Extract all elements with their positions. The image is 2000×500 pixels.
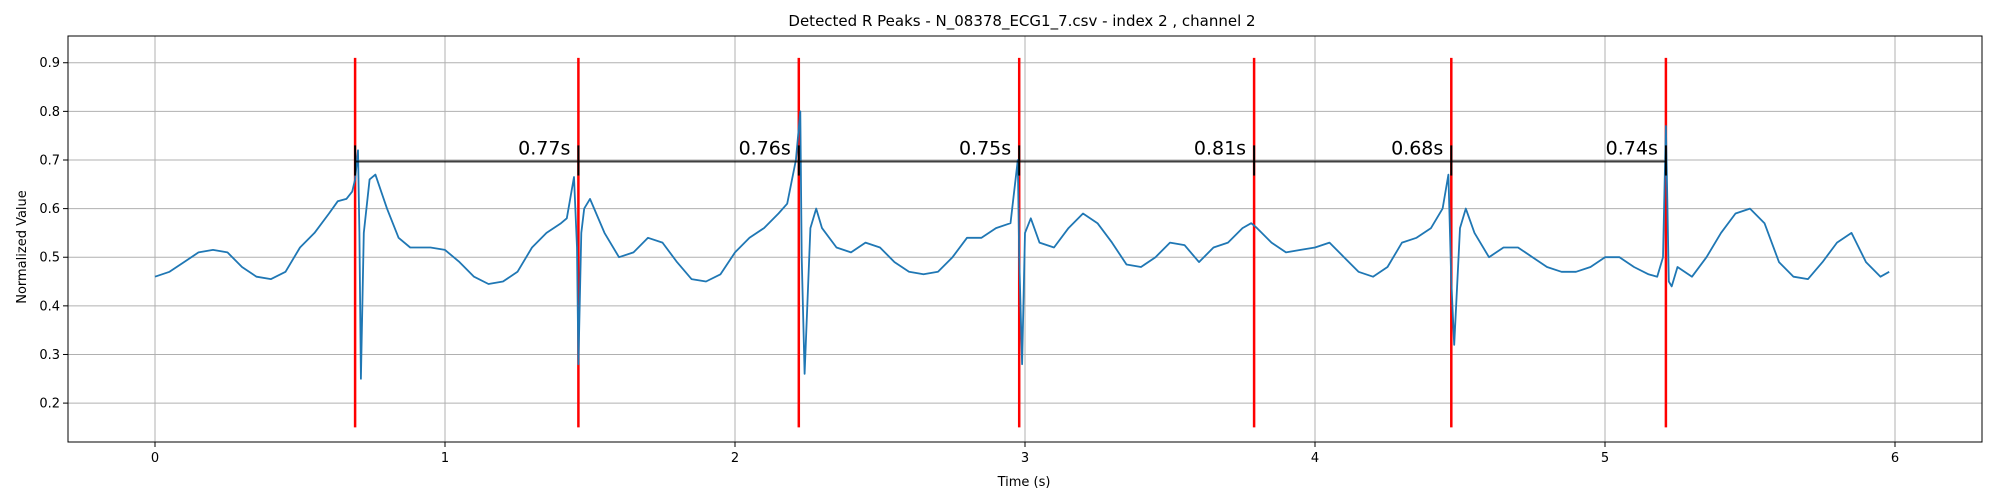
axis-ticks: 0 1 2 3 4 5 6 0.2 0.3 0.4 0.5 0.6 0.7 0.8 0.9 (39, 56, 1899, 466)
r-peak-markers (353, 57, 1668, 428)
rr-interval-label: 0.76s (739, 137, 791, 159)
y-tick-label: 0.8 (39, 105, 60, 120)
x-tick-label: 1 (441, 451, 449, 466)
y-tick-label: 0.6 (39, 202, 60, 217)
x-axis-title: Time (s) (997, 475, 1051, 490)
rr-interval-label: 0.77s (518, 137, 570, 159)
ecg-signal-line (154, 110, 1890, 380)
y-tick-label: 0.9 (39, 56, 60, 71)
rr-interval-label: 0.75s (959, 137, 1011, 159)
y-tick-label: 0.7 (39, 153, 60, 168)
y-tick-label: 0.2 (39, 397, 60, 412)
rr-interval-label: 0.74s (1606, 137, 1658, 159)
y-axis-title: Normalized Value (15, 190, 30, 304)
y-tick-label: 0.5 (39, 251, 60, 266)
x-tick-label: 0 (151, 451, 159, 466)
rr-interval-label: 0.81s (1194, 137, 1246, 159)
chart-title: Detected R Peaks - N_08378_ECG1_7.csv - … (788, 12, 1255, 31)
y-tick-label: 0.3 (39, 348, 60, 363)
x-tick-label: 4 (1311, 451, 1319, 466)
x-tick-label: 5 (1601, 451, 1609, 466)
rr-interval-label: 0.68s (1391, 137, 1443, 159)
y-tick-label: 0.4 (39, 299, 60, 314)
signal-series (154, 110, 1890, 380)
rr-intervals: 0.77s 0.76s 0.75s 0.81s 0.68s 0.74s (354, 137, 1667, 176)
x-tick-label: 3 (1021, 451, 1029, 466)
x-tick-label: 2 (731, 451, 739, 466)
x-tick-label: 6 (1891, 451, 1899, 466)
